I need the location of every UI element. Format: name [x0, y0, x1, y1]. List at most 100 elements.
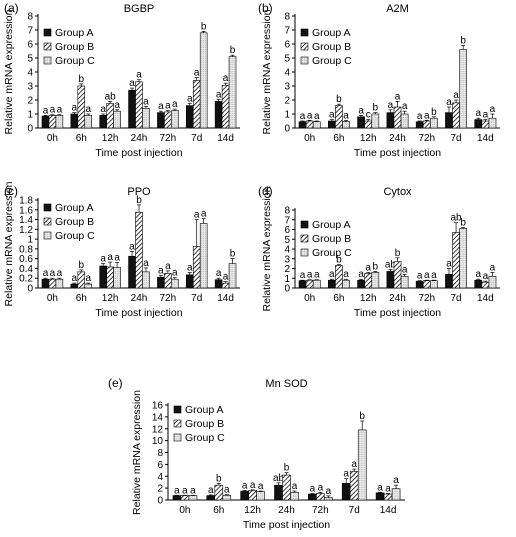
- x-tick-label: 14d: [477, 133, 494, 144]
- y-tick-label: 1: [27, 110, 33, 121]
- significance-letter: a: [158, 265, 164, 276]
- bar-group-b: [106, 266, 114, 289]
- significance-letter: a: [314, 270, 320, 281]
- significance-letter: a: [194, 210, 200, 221]
- y-tick-label: 0.6: [19, 254, 33, 265]
- legend-swatch: [300, 28, 309, 37]
- significance-letter: a: [216, 89, 222, 100]
- bar-group-c: [400, 113, 409, 129]
- x-tick-label: 72h: [418, 293, 435, 304]
- y-tick-label: 5: [284, 235, 290, 246]
- bar-group-c: [113, 267, 121, 289]
- significance-letter: b: [230, 45, 236, 56]
- bar-group-a: [274, 484, 283, 501]
- x-tick-label: 6h: [76, 133, 87, 144]
- x-tick-label: 12h: [360, 293, 377, 304]
- x-tick-label: 24h: [131, 133, 148, 144]
- bar-group-a: [128, 255, 136, 289]
- legend-swatch: [43, 28, 52, 37]
- significance-letter: a: [343, 469, 349, 480]
- legend-swatch: [173, 433, 182, 442]
- bar-group-a: [157, 276, 165, 289]
- significance-letter: a: [358, 105, 364, 116]
- y-tick-label: 1.6: [19, 205, 33, 216]
- significance-letter: a: [395, 91, 401, 102]
- chart-title: BGBP: [124, 3, 155, 15]
- panel-label: (a): [4, 1, 19, 15]
- x-tick-label: 12h: [244, 505, 261, 516]
- bar-group-a: [327, 120, 336, 129]
- bar-group-a: [185, 105, 194, 129]
- bar-group-b: [248, 490, 257, 501]
- significance-letter: a: [431, 270, 437, 281]
- legend-swatch: [300, 234, 309, 243]
- y-tick-label: 4: [27, 68, 33, 79]
- bar-group-c: [342, 279, 350, 289]
- legend-label: Group B: [185, 418, 224, 430]
- bar-group-a: [70, 113, 79, 129]
- bar-group-b: [452, 232, 460, 289]
- legend-label: Group A: [55, 202, 94, 214]
- y-axis-label: Relative mRNA expression: [261, 9, 273, 134]
- bar-group-a: [445, 112, 453, 129]
- bar-group-b: [214, 484, 224, 501]
- x-tick-label: 72h: [160, 293, 177, 304]
- significance-letter: a: [85, 273, 91, 284]
- x-tick-label: 6h: [333, 293, 344, 304]
- x-tick-label: 7d: [451, 133, 462, 144]
- significance-letter: a: [201, 209, 207, 220]
- bar-group-c: [290, 491, 299, 501]
- x-tick-label: 7d: [191, 133, 202, 144]
- bar-group-c: [228, 56, 237, 129]
- significance-letter: ab: [273, 473, 285, 484]
- legend: Group A Group B Group C: [43, 27, 95, 67]
- y-tick-label: 10: [152, 436, 164, 447]
- significance-letter: a: [388, 100, 394, 111]
- significance-letter: a: [483, 271, 489, 282]
- bar-group-a: [445, 274, 453, 289]
- bar-group-b: [383, 493, 393, 501]
- significance-letter: a: [343, 269, 349, 280]
- significance-letter: ab: [385, 259, 397, 270]
- significance-letter: a: [453, 90, 459, 101]
- y-tick-label: 1.8: [19, 196, 33, 207]
- x-tick-label: 12h: [102, 133, 119, 144]
- bar-group-b: [364, 120, 373, 129]
- significance-letter: a: [310, 483, 316, 494]
- bar-group-c: [222, 494, 232, 501]
- y-axis-label: Relative mRNA expression: [131, 390, 143, 515]
- legend-swatch: [43, 217, 52, 226]
- bar-group-b: [335, 265, 343, 289]
- panel-label: (b): [258, 1, 273, 15]
- bar-group-a: [70, 283, 79, 289]
- bar-group-a: [375, 492, 385, 501]
- significance-letter: a: [446, 259, 452, 270]
- bar-group-b: [393, 106, 402, 129]
- x-tick-label: 0h: [179, 505, 190, 516]
- legend-swatch: [300, 56, 309, 65]
- bar-group-a: [41, 115, 50, 129]
- significance-letter: a: [165, 261, 171, 272]
- significance-letter: a: [258, 481, 264, 492]
- y-tick-label: 2: [157, 484, 163, 495]
- significance-letter: a: [326, 486, 332, 497]
- significance-letter: a: [223, 272, 229, 283]
- significance-letter: a: [292, 481, 298, 492]
- bar-group-a: [41, 278, 50, 289]
- legend-label: Group C: [312, 247, 352, 259]
- y-axis-label: Relative mRNA expression: [261, 186, 273, 311]
- bar-group-a: [214, 101, 223, 129]
- y-tick-label: 12: [152, 424, 164, 435]
- x-tick-label: 72h: [418, 133, 435, 144]
- bar-group-c: [371, 272, 380, 289]
- chart-panel: (c) PPO 00.20.40.60.811.21.41.61.8 Relative…: [3, 181, 240, 319]
- legend-swatch: [300, 248, 309, 257]
- significance-letter: b: [395, 248, 401, 259]
- bar-group-c: [84, 283, 93, 289]
- x-tick-label: 6h: [333, 133, 344, 144]
- chart-title: Cytox: [383, 186, 412, 198]
- y-tick-label: 1.4: [19, 215, 33, 226]
- significance-letter: a: [143, 258, 149, 269]
- significance-letter: a: [72, 103, 78, 114]
- bar-group-c: [113, 110, 121, 129]
